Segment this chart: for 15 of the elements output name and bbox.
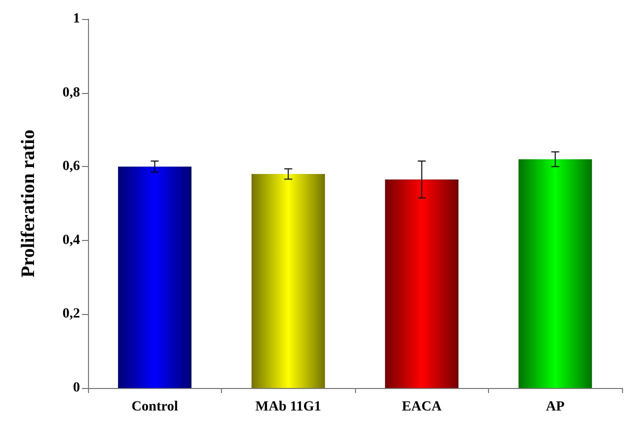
y-tick-label: 0,2 [62,306,80,322]
bar [518,159,592,388]
bar [385,180,458,388]
bar [252,174,325,388]
x-tick-label: EACA [402,400,442,414]
y-tick-label: 0,4 [62,232,80,248]
x-tick-label: AP [546,400,566,414]
y-axis-title: Proliferation ratio [18,130,39,278]
bar [118,166,192,388]
x-tick-label: MAb 11G1 [255,400,322,414]
x-tick-label: Control [132,400,178,414]
y-tick-label: 1 [73,12,80,26]
y-tick-label: 0,6 [62,159,80,174]
y-tick-label: 0,8 [62,85,80,100]
y-tick-label: 0 [73,380,80,396]
